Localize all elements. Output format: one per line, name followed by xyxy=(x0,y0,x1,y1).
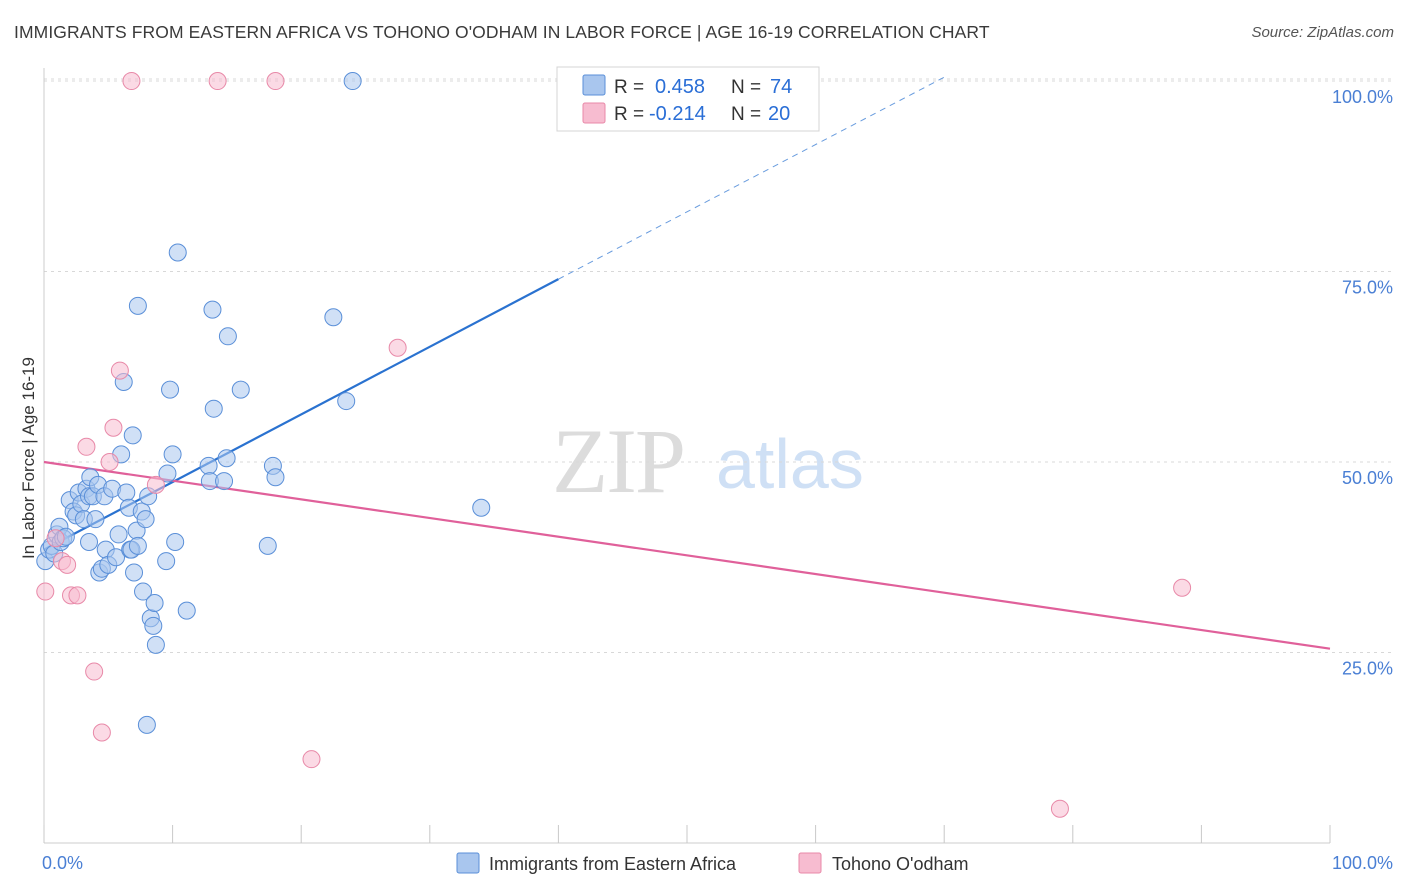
point-tohono-oodham xyxy=(110,361,129,380)
point-eastern-africa xyxy=(258,536,277,555)
bottom-legend-swatch-blue xyxy=(456,852,480,874)
point-eastern-africa xyxy=(168,243,187,262)
watermark-zip: ZIP xyxy=(552,410,684,512)
point-eastern-africa xyxy=(343,72,362,91)
point-eastern-africa xyxy=(158,464,177,483)
point-tohono-oodham xyxy=(100,453,119,472)
point-tohono-oodham xyxy=(46,529,65,548)
point-eastern-africa xyxy=(145,593,164,612)
point-tohono-oodham xyxy=(85,662,104,681)
point-eastern-africa xyxy=(199,456,218,475)
point-tohono-oodham xyxy=(77,437,96,456)
point-tohono-oodham xyxy=(266,72,285,91)
data-points xyxy=(36,72,1192,818)
point-eastern-africa xyxy=(163,445,182,464)
legend-r-value-blue: 0.458 xyxy=(655,76,705,98)
x-tick-label-max: 100.0% xyxy=(1332,853,1393,873)
point-eastern-africa xyxy=(215,472,234,491)
point-tohono-oodham xyxy=(92,723,111,742)
point-eastern-africa xyxy=(128,296,147,315)
point-eastern-africa xyxy=(472,498,491,517)
legend-r-label-pink: R = xyxy=(614,104,644,125)
point-eastern-africa xyxy=(107,548,126,567)
legend-swatch-pink xyxy=(582,102,606,124)
bottom-legend-label-pink: Tohono O'odham xyxy=(832,854,969,874)
source-credit: Source: ZipAtlas.com xyxy=(1251,24,1394,41)
point-eastern-africa xyxy=(80,533,99,552)
point-eastern-africa xyxy=(137,715,156,734)
point-eastern-africa xyxy=(117,483,136,502)
point-eastern-africa xyxy=(109,525,128,544)
point-eastern-africa xyxy=(146,635,165,654)
point-eastern-africa xyxy=(218,327,237,346)
point-eastern-africa xyxy=(177,601,196,620)
point-eastern-africa xyxy=(134,582,153,601)
point-eastern-africa xyxy=(337,392,356,411)
grid xyxy=(44,78,1392,654)
watermark-atlas: atlas xyxy=(716,425,864,503)
legend-r-value-pink: -0.214 xyxy=(649,103,706,125)
point-eastern-africa xyxy=(144,616,163,635)
trend-lines xyxy=(43,76,1331,650)
point-tohono-oodham xyxy=(104,418,123,437)
trendline-tohono-oodham xyxy=(43,460,1331,650)
point-eastern-africa xyxy=(166,533,185,552)
point-eastern-africa xyxy=(217,449,236,468)
bottom-legend: Immigrants from Eastern Africa Tohono O'… xyxy=(456,852,969,874)
point-eastern-africa xyxy=(128,536,147,555)
bottom-legend-swatch-pink xyxy=(798,852,822,874)
point-tohono-oodham xyxy=(208,72,227,91)
point-eastern-africa xyxy=(324,308,343,327)
y-tick-label: 100.0% xyxy=(1332,87,1393,107)
point-tohono-oodham xyxy=(122,72,141,91)
legend-n-value-pink: 20 xyxy=(768,103,790,125)
legend-n-label-blue: N = xyxy=(731,77,761,98)
point-tohono-oodham xyxy=(68,586,87,605)
axes: 25.0% 50.0% 75.0% 100.0% 0.0% 100.0% xyxy=(42,68,1393,873)
y-axis-title: In Labor Force | Age 16-19 xyxy=(19,357,38,559)
bottom-legend-label-blue: Immigrants from Eastern Africa xyxy=(489,854,737,874)
point-eastern-africa xyxy=(266,468,285,487)
legend-n-value-blue: 74 xyxy=(770,76,792,98)
point-eastern-africa xyxy=(125,563,144,582)
point-eastern-africa xyxy=(123,426,142,445)
x-tick-label-min: 0.0% xyxy=(42,853,83,873)
point-tohono-oodham xyxy=(58,555,77,574)
point-tohono-oodham xyxy=(146,475,165,494)
point-tohono-oodham xyxy=(388,338,407,357)
point-eastern-africa xyxy=(231,380,250,399)
point-eastern-africa xyxy=(204,399,223,418)
point-tohono-oodham xyxy=(1050,799,1069,818)
point-eastern-africa xyxy=(203,300,222,319)
legend-swatch-blue xyxy=(582,74,606,96)
legend-r-label-blue: R = xyxy=(614,77,644,98)
point-eastern-africa xyxy=(161,380,180,399)
point-eastern-africa xyxy=(157,552,176,571)
y-tick-label: 75.0% xyxy=(1342,278,1393,298)
legend-n-label-pink: N = xyxy=(731,104,761,125)
top-legend: R = 0.458 N = 74 R = -0.214 N = 20 xyxy=(556,66,820,132)
point-tohono-oodham xyxy=(1173,578,1192,597)
chart-title: IMMIGRANTS FROM EASTERN AFRICA VS TOHONO… xyxy=(14,22,990,42)
point-tohono-oodham xyxy=(36,582,55,601)
point-tohono-oodham xyxy=(302,750,321,769)
point-eastern-africa xyxy=(86,510,105,529)
y-tick-label: 50.0% xyxy=(1342,468,1393,488)
watermark: ZIP atlas xyxy=(552,410,864,512)
point-eastern-africa xyxy=(136,510,155,529)
y-tick-label: 25.0% xyxy=(1342,659,1393,679)
